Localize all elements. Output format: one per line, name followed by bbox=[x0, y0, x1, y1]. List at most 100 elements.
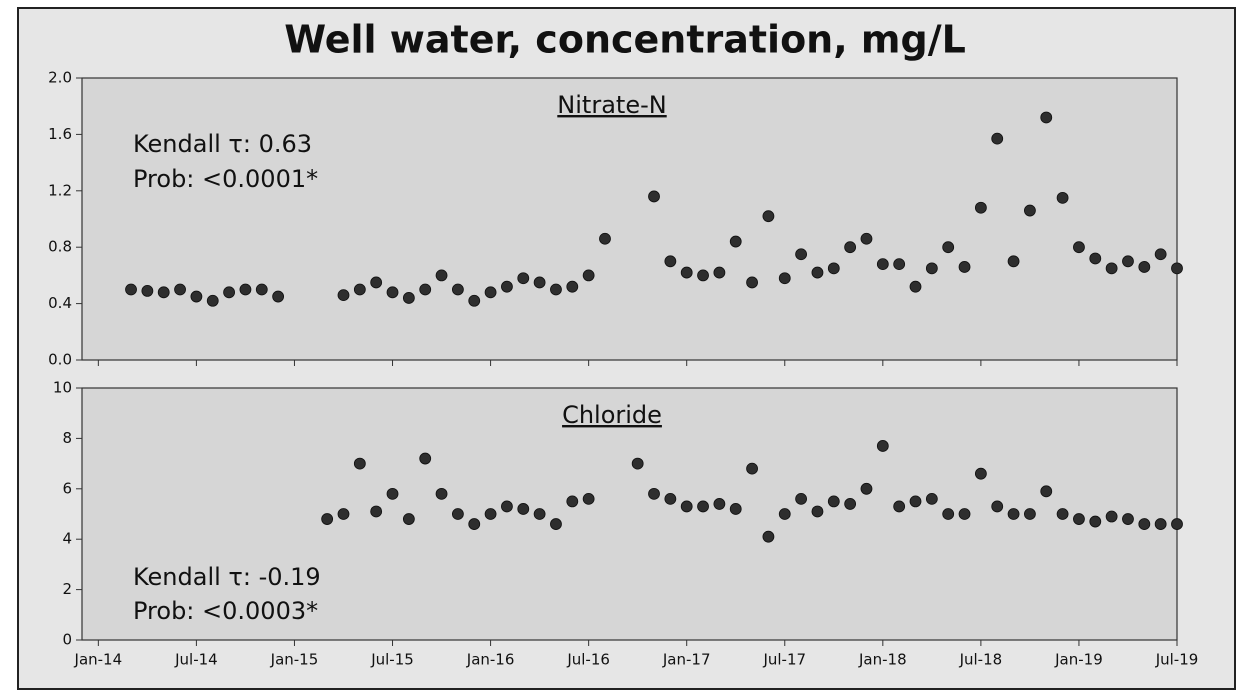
point bbox=[664, 492, 677, 505]
point bbox=[778, 272, 791, 285]
point bbox=[402, 513, 415, 525]
x-tick-label: Jan-18 bbox=[858, 651, 907, 669]
point bbox=[206, 294, 219, 307]
y-tick-label: 4 bbox=[62, 530, 72, 548]
y-tick-label: 1.6 bbox=[48, 125, 72, 143]
y-tick-label: 10 bbox=[53, 379, 72, 397]
point bbox=[713, 266, 726, 279]
point bbox=[729, 503, 742, 515]
point bbox=[1171, 262, 1183, 275]
point bbox=[370, 276, 383, 289]
x-tick-label: Jul-19 bbox=[1155, 651, 1199, 669]
point bbox=[1056, 191, 1069, 204]
point bbox=[1138, 518, 1151, 530]
point bbox=[435, 487, 448, 500]
point bbox=[860, 482, 873, 495]
point bbox=[1122, 255, 1134, 268]
y-tick-label: 0.0 bbox=[48, 351, 72, 369]
point bbox=[778, 508, 791, 520]
point bbox=[550, 283, 562, 296]
point bbox=[909, 280, 922, 293]
point bbox=[566, 280, 579, 293]
point bbox=[1056, 508, 1069, 520]
point bbox=[697, 269, 709, 282]
point bbox=[925, 262, 938, 275]
point bbox=[942, 241, 955, 254]
point bbox=[746, 276, 758, 289]
point bbox=[648, 190, 660, 203]
point bbox=[664, 255, 677, 268]
point bbox=[582, 492, 595, 505]
point bbox=[223, 286, 235, 299]
point bbox=[713, 498, 726, 510]
point bbox=[909, 495, 922, 508]
point bbox=[599, 232, 611, 245]
point bbox=[468, 294, 481, 307]
point bbox=[468, 518, 481, 530]
point bbox=[1024, 508, 1036, 520]
point bbox=[942, 508, 955, 520]
point bbox=[550, 518, 562, 530]
point bbox=[893, 500, 906, 513]
point bbox=[1073, 241, 1085, 254]
point bbox=[337, 289, 350, 302]
point bbox=[484, 286, 497, 299]
point bbox=[991, 132, 1004, 145]
point bbox=[925, 492, 938, 505]
y-tick-label: 0 bbox=[62, 631, 72, 649]
point bbox=[1007, 508, 1020, 520]
point bbox=[402, 292, 415, 304]
y-tick-label: 0.8 bbox=[48, 238, 72, 256]
point bbox=[141, 285, 154, 297]
point bbox=[484, 508, 497, 520]
point bbox=[795, 248, 808, 261]
point bbox=[517, 272, 530, 285]
point bbox=[451, 283, 464, 296]
point bbox=[370, 505, 383, 518]
point bbox=[501, 280, 513, 293]
x-tick-label: Jul-17 bbox=[762, 651, 806, 669]
x-tick-label: Jan-17 bbox=[662, 651, 711, 669]
point bbox=[844, 498, 857, 510]
point bbox=[386, 487, 399, 500]
point bbox=[386, 286, 399, 299]
point bbox=[1007, 255, 1020, 268]
point bbox=[1073, 513, 1085, 525]
point bbox=[811, 505, 824, 518]
point bbox=[827, 262, 840, 275]
point bbox=[419, 452, 432, 465]
point bbox=[827, 495, 840, 508]
point bbox=[876, 258, 889, 271]
point bbox=[729, 235, 742, 248]
point bbox=[631, 457, 644, 470]
point bbox=[1024, 204, 1036, 217]
x-tick-label: Jan-19 bbox=[1054, 651, 1103, 669]
x-tick-label: Jul-15 bbox=[370, 651, 414, 669]
point bbox=[680, 266, 693, 279]
x-tick-label: Jan-16 bbox=[466, 651, 515, 669]
point bbox=[353, 283, 366, 296]
point bbox=[517, 503, 530, 515]
point bbox=[272, 290, 285, 303]
panel-title: Nitrate-N bbox=[557, 91, 666, 119]
y-tick-label: 2 bbox=[62, 580, 72, 598]
y-tick-label: 2.0 bbox=[48, 69, 72, 87]
point bbox=[1154, 518, 1167, 530]
point bbox=[1040, 111, 1053, 124]
point bbox=[648, 487, 660, 500]
point bbox=[1122, 513, 1134, 525]
point bbox=[958, 261, 971, 273]
point bbox=[860, 232, 873, 245]
point bbox=[337, 508, 350, 520]
point bbox=[1154, 248, 1167, 261]
point bbox=[451, 508, 464, 520]
y-tick-label: 1.2 bbox=[48, 181, 72, 199]
point bbox=[125, 283, 137, 296]
point bbox=[1105, 262, 1118, 275]
point bbox=[680, 500, 693, 513]
point bbox=[746, 462, 758, 475]
panel-title: Chloride bbox=[562, 401, 662, 429]
point bbox=[1089, 515, 1102, 528]
